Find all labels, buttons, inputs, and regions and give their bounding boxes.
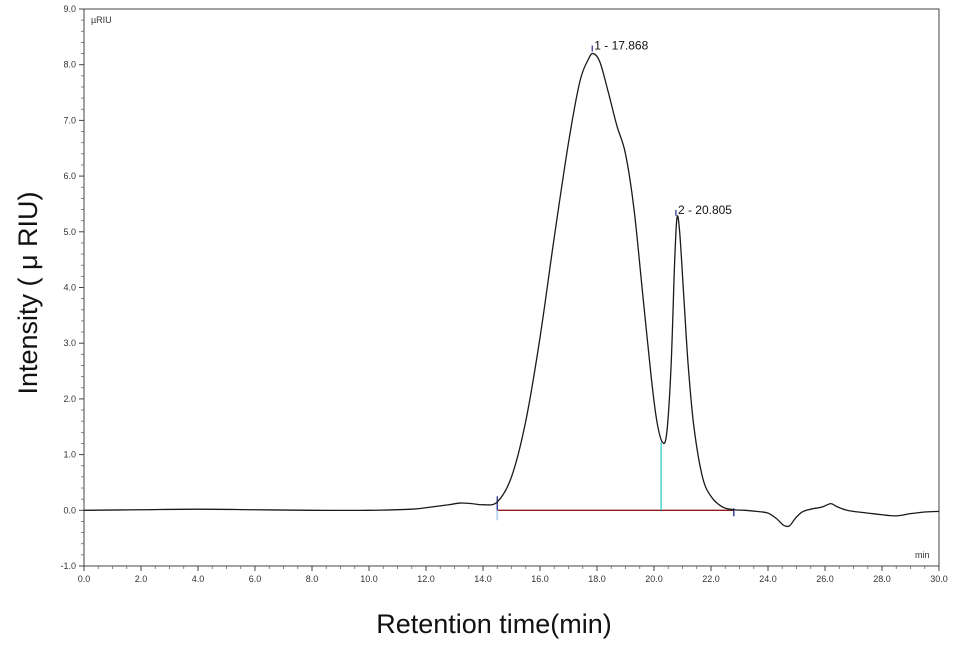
- y-tick-label-3: 2.0: [63, 394, 76, 404]
- y-tick-label-8: 7.0: [63, 115, 76, 125]
- x-tick-label-0: 0.0: [78, 574, 91, 584]
- x-tick-label-11: 22.0: [702, 574, 720, 584]
- integration-marks: [496, 442, 735, 521]
- x-tick-label-4: 8.0: [306, 574, 319, 584]
- x-tick-label-10: 20.0: [645, 574, 663, 584]
- chromatogram-trace: [83, 52, 940, 528]
- x-tick-label-2: 4.0: [192, 574, 205, 584]
- x-tick-label-3: 6.0: [249, 574, 262, 584]
- x-tick-label-13: 26.0: [816, 574, 834, 584]
- x-tick-label-5: 10.0: [360, 574, 378, 584]
- y-tick-label-7: 6.0: [63, 171, 76, 181]
- y-tick-label-4: 3.0: [63, 338, 76, 348]
- x-tick-label-9: 18.0: [588, 574, 606, 584]
- y-axis-title: Intensity ( μ RIU): [13, 191, 43, 394]
- y-tick-label-2: 1.0: [63, 450, 76, 460]
- y-tick-label-10: 9.0: [63, 4, 76, 14]
- peak-label-1: 1 - 17.868: [594, 39, 648, 53]
- x-tick-label-1: 2.0: [135, 574, 148, 584]
- x-tick-label-7: 14.0: [474, 574, 492, 584]
- x-axis-title: Retention time(min): [376, 609, 612, 639]
- x-axis: 0.0 2.0 4.0 6.0 8.0 10.0 12.0 14.0 16.0 18.0 20.0 2…: [78, 566, 948, 584]
- x-tick-label-15: 30.0: [930, 574, 948, 584]
- x-tick-label-8: 16.0: [531, 574, 549, 584]
- y-tick-label-6: 5.0: [63, 227, 76, 237]
- peak-labels: 1 - 17.868 2 - 20.805: [591, 39, 732, 217]
- x-unit-label: min: [915, 550, 930, 560]
- x-tick-label-14: 28.0: [873, 574, 891, 584]
- y-tick-label-1: 0.0: [63, 505, 76, 515]
- y-unit-label: µRIU: [91, 15, 112, 25]
- x-tick-label-6: 12.0: [417, 574, 435, 584]
- y-tick-label-0: -1.0: [60, 561, 76, 571]
- y-tick-label-9: 8.0: [63, 60, 76, 70]
- y-axis: -1.0 0.0 1.0 2.0 3.0 4.0 5.0 6.0 7.0 8.0 9.0: [60, 4, 84, 571]
- peak-label-2: 2 - 20.805: [678, 203, 732, 217]
- plot-frame: [83, 8, 940, 567]
- y-tick-label-5: 4.0: [63, 283, 76, 293]
- x-tick-label-12: 24.0: [759, 574, 777, 584]
